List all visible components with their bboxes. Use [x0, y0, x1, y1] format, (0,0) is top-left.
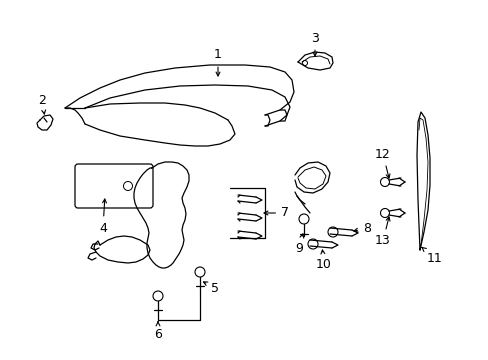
Text: 12: 12 — [374, 148, 390, 178]
Text: 10: 10 — [315, 250, 331, 270]
Text: 8: 8 — [353, 221, 370, 234]
Text: 4: 4 — [99, 199, 107, 234]
Text: 3: 3 — [310, 31, 318, 56]
Text: 6: 6 — [154, 322, 162, 341]
Text: 5: 5 — [203, 282, 219, 294]
Text: 1: 1 — [214, 49, 222, 76]
Text: 2: 2 — [38, 94, 46, 114]
Text: 9: 9 — [294, 234, 303, 255]
Text: 11: 11 — [421, 247, 442, 265]
FancyBboxPatch shape — [75, 164, 153, 208]
Text: 13: 13 — [374, 217, 390, 248]
Text: 7: 7 — [264, 207, 288, 220]
